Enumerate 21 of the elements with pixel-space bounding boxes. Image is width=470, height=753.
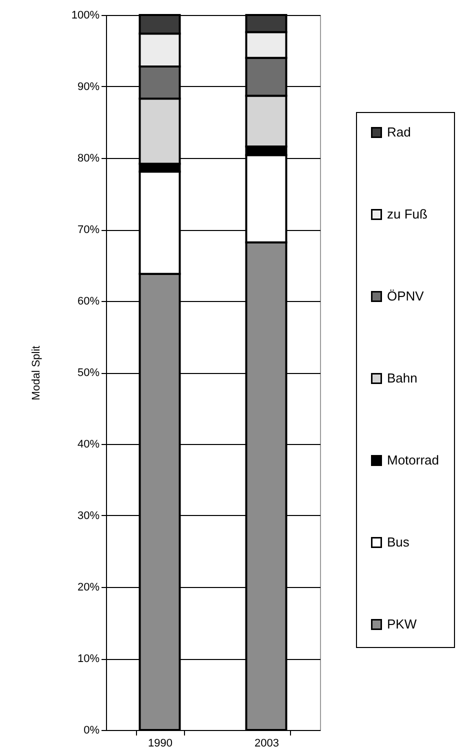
- y-tick-label: 100%: [71, 10, 100, 22]
- legend-label: Bus: [387, 534, 410, 550]
- y-tick-label: 30%: [77, 510, 100, 522]
- y-tick-label: 10%: [77, 653, 100, 665]
- y-axis-title: Modal Split: [30, 346, 42, 400]
- legend-label: Bahn: [387, 370, 418, 386]
- y-tick-label: 70%: [77, 224, 100, 236]
- legend-label: zu Fuß: [387, 206, 428, 222]
- x-tick-label: 1990: [148, 738, 173, 750]
- legend-label: Motorrad: [387, 452, 440, 468]
- y-tick-label: 90%: [77, 81, 100, 93]
- legend-label: PKW: [387, 616, 418, 632]
- y-tick-label: 40%: [77, 438, 100, 450]
- legend-label: Rad: [387, 124, 411, 140]
- y-tick-label: 80%: [77, 152, 100, 164]
- x-tick-label: 2003: [254, 738, 279, 750]
- legend-label: ÖPNV: [387, 288, 424, 304]
- y-tick-label: 0%: [84, 724, 100, 736]
- y-tick-label: 20%: [77, 582, 100, 594]
- y-tick-label: 50%: [77, 367, 100, 379]
- y-tick-label: 60%: [77, 296, 100, 308]
